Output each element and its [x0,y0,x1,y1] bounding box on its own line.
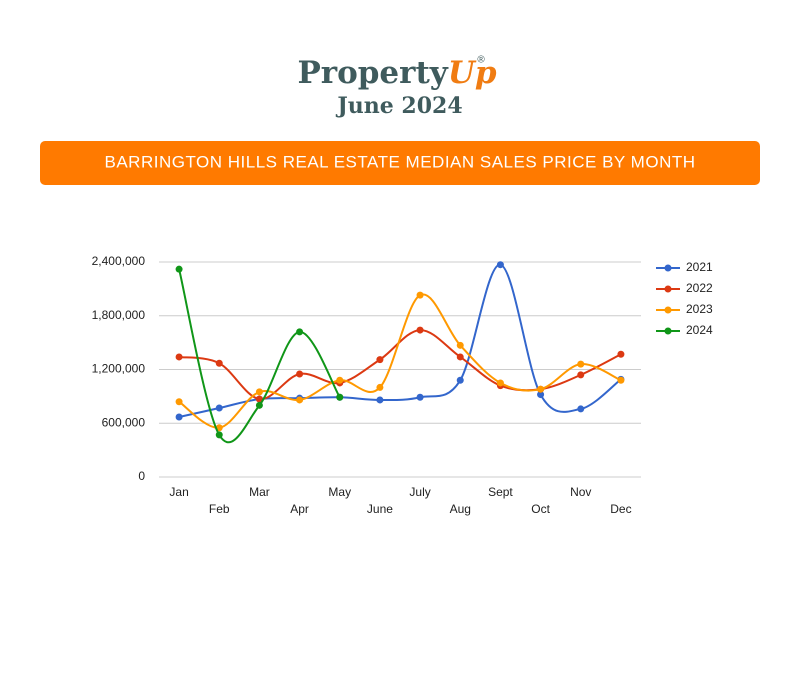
legend-dot [664,285,672,293]
data-point [296,396,304,404]
series-line [178,268,341,444]
data-point [215,404,223,412]
data-point [456,341,464,349]
data-point [296,328,304,336]
chart-title: BARRINGTON HILLS REAL ESTATE MEDIAN SALE… [104,152,695,171]
registered-mark: ® [477,55,485,66]
x-tick-label: Feb [209,502,230,516]
data-point [617,376,625,384]
data-point [336,393,344,401]
series-line [178,293,622,429]
data-point [577,371,585,379]
brand-accent: Up [448,55,497,91]
data-point [416,393,424,401]
legend-label: 2021 [686,260,713,274]
title-banner [40,141,760,185]
x-tick-label: Jan [169,485,188,499]
data-point [215,359,223,367]
y-tick-label: 600,000 [102,415,146,429]
legend-label: 2022 [686,281,713,295]
x-tick-label: Nov [570,485,591,499]
data-point [376,356,384,364]
report-date: June 2024 [335,93,462,119]
data-point [496,261,504,269]
data-point [255,388,263,396]
data-point [175,398,183,406]
x-tick-label: June [367,502,393,516]
legend-label: 2024 [686,323,713,337]
data-point [376,396,384,404]
data-point [416,326,424,334]
data-point [577,405,585,413]
data-point [577,360,585,368]
x-tick-label: Dec [610,502,631,516]
data-point [296,370,304,378]
legend-dot [664,327,672,335]
data-point [376,383,384,391]
legend-dot [664,264,672,272]
brand: PropertyUp [297,55,496,91]
x-tick-label: Apr [290,502,309,516]
data-point [456,353,464,361]
legend-label: 2023 [686,302,713,316]
data-point [336,376,344,384]
x-tick-label: Mar [249,485,270,499]
data-point [537,385,545,393]
data-point [215,431,223,439]
data-point [617,350,625,358]
data-point [255,395,263,403]
data-point [537,391,545,399]
x-tick-label: July [409,485,430,499]
x-tick-label: Aug [450,502,471,516]
data-point [175,353,183,361]
data-point [416,291,424,299]
data-point [255,401,263,409]
data-point [456,376,464,384]
y-tick-label: 1,200,000 [92,362,146,376]
x-tick-label: May [328,485,351,499]
data-point [496,379,504,387]
brand-name: Property [297,55,448,91]
x-tick-label: Sept [488,485,513,499]
x-tick-label: Oct [531,502,550,516]
data-point [175,265,183,273]
legend-dot [664,306,672,314]
y-tick-label: 2,400,000 [92,254,146,268]
data-point [175,413,183,421]
y-tick-label: 0 [138,469,145,483]
y-tick-label: 1,800,000 [92,308,146,322]
